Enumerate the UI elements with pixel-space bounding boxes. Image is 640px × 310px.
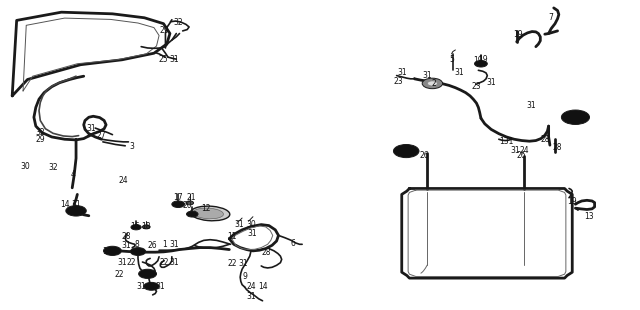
Text: 31: 31 (170, 258, 179, 267)
Text: 26: 26 (420, 151, 429, 160)
Text: 28: 28 (121, 232, 131, 241)
Text: 17: 17 (173, 193, 183, 202)
Text: 10: 10 (102, 247, 111, 256)
Text: 32: 32 (48, 163, 58, 172)
Text: 31: 31 (486, 78, 496, 86)
Text: 31: 31 (248, 229, 257, 238)
Circle shape (131, 225, 141, 230)
Text: 28: 28 (540, 135, 550, 144)
Circle shape (139, 269, 157, 278)
Text: 4: 4 (70, 170, 76, 179)
Text: 28: 28 (262, 248, 271, 257)
Text: 32: 32 (173, 18, 183, 27)
Text: 8: 8 (134, 240, 139, 249)
Text: 7: 7 (548, 13, 554, 22)
Text: 14: 14 (60, 200, 69, 209)
Text: 12: 12 (202, 204, 211, 213)
Text: 18: 18 (141, 222, 151, 231)
Text: 31: 31 (121, 241, 131, 250)
Text: 24: 24 (246, 282, 256, 291)
Text: 31: 31 (235, 220, 244, 229)
Circle shape (66, 206, 86, 216)
Text: 19: 19 (567, 197, 577, 206)
Circle shape (131, 248, 146, 255)
Text: 19: 19 (474, 56, 483, 65)
Text: 19: 19 (479, 55, 488, 64)
Text: 31: 31 (397, 68, 406, 77)
Circle shape (394, 144, 419, 157)
Text: 31: 31 (117, 258, 127, 267)
Text: 31: 31 (422, 71, 432, 80)
Text: 26: 26 (148, 241, 157, 250)
Text: 22: 22 (115, 270, 124, 279)
Text: 15: 15 (576, 112, 586, 121)
Text: 1: 1 (162, 240, 166, 249)
Text: 29: 29 (159, 26, 169, 35)
Circle shape (186, 201, 193, 205)
Text: 31: 31 (71, 200, 81, 209)
Text: 31: 31 (156, 282, 165, 291)
Text: 31: 31 (511, 146, 520, 155)
Text: 31: 31 (136, 282, 146, 291)
Text: 30: 30 (20, 162, 30, 171)
Text: 31: 31 (246, 292, 256, 301)
Text: 3: 3 (130, 142, 134, 151)
Text: 22: 22 (227, 259, 237, 268)
Circle shape (474, 60, 487, 67)
Circle shape (144, 282, 159, 290)
Text: 27: 27 (97, 131, 106, 140)
Text: 26: 26 (517, 151, 527, 160)
Text: 131: 131 (499, 137, 514, 146)
Text: 24: 24 (520, 146, 529, 155)
Text: 2: 2 (431, 79, 436, 88)
Text: 31: 31 (86, 124, 96, 133)
Text: 30: 30 (246, 220, 256, 229)
Text: 13: 13 (585, 211, 595, 221)
Circle shape (422, 78, 443, 89)
Text: 31: 31 (526, 101, 536, 110)
Circle shape (143, 225, 150, 229)
Text: 11: 11 (227, 232, 237, 241)
Text: 19: 19 (513, 30, 523, 39)
Text: 6: 6 (291, 239, 296, 248)
Text: 23: 23 (393, 77, 403, 86)
Text: 16: 16 (130, 222, 140, 231)
Text: 9: 9 (242, 272, 247, 281)
Text: 21: 21 (186, 193, 196, 202)
Text: 31: 31 (170, 55, 179, 64)
Text: 31: 31 (170, 240, 179, 249)
Text: 31: 31 (239, 259, 248, 268)
Text: 28: 28 (553, 143, 563, 152)
Ellipse shape (191, 206, 230, 221)
Text: 29: 29 (35, 135, 45, 144)
Text: 14: 14 (258, 282, 268, 291)
Text: 22: 22 (159, 258, 169, 267)
Circle shape (428, 81, 438, 86)
Text: 31: 31 (454, 69, 464, 78)
Ellipse shape (193, 208, 223, 219)
Text: 5: 5 (449, 55, 454, 64)
Text: 24: 24 (118, 176, 128, 185)
Text: 22: 22 (126, 258, 136, 267)
Text: 25: 25 (159, 55, 168, 64)
Text: 20: 20 (182, 202, 192, 210)
Text: 32: 32 (35, 128, 45, 137)
Circle shape (172, 201, 184, 207)
Text: 23: 23 (471, 82, 481, 91)
Circle shape (561, 110, 589, 125)
Circle shape (186, 211, 198, 217)
Circle shape (104, 246, 122, 255)
Text: 2: 2 (148, 282, 152, 291)
Text: 15: 15 (403, 146, 413, 155)
